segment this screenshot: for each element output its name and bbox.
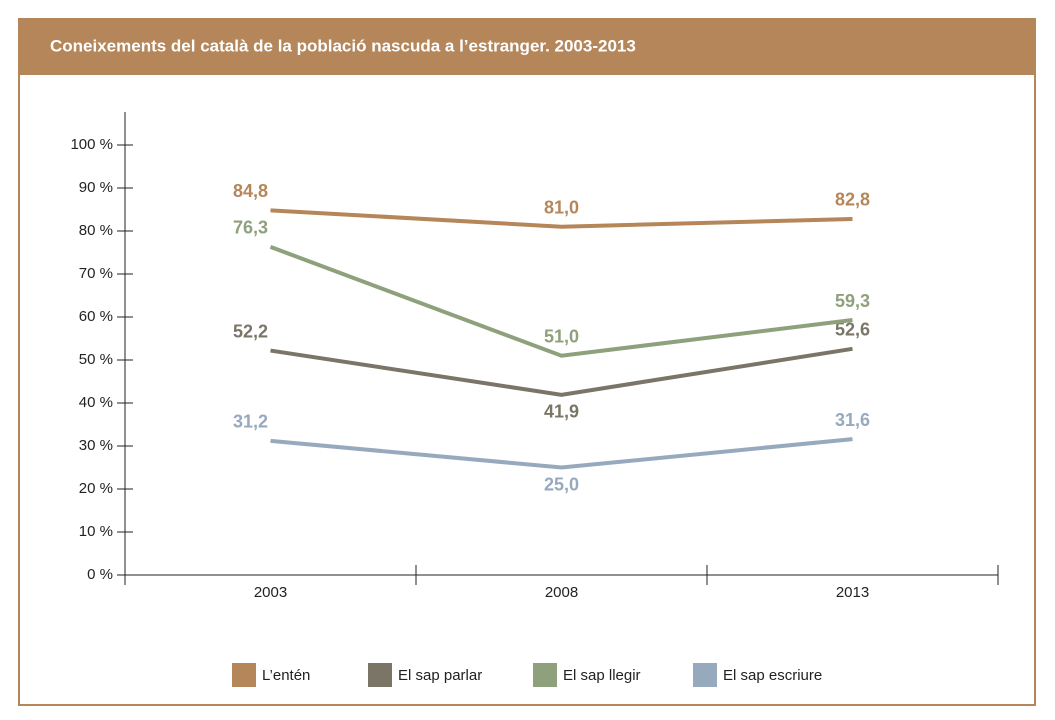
y-tick-label: 90 % [79, 179, 113, 196]
y-tick-label: 50 % [79, 351, 113, 368]
series-line [270, 437, 853, 470]
y-tick-label: 30 % [79, 437, 113, 454]
series-line [270, 346, 853, 397]
legend-swatch [533, 663, 557, 687]
value-label: 59,3 [835, 291, 870, 311]
value-label: 81,0 [544, 197, 579, 217]
legend-label: El sap parlar [398, 667, 482, 684]
value-label: 76,3 [233, 218, 268, 238]
series-line [269, 245, 853, 358]
header [19, 19, 1035, 75]
frame [18, 18, 1036, 706]
series-line [270, 208, 853, 229]
x-tick-label: 2013 [836, 584, 869, 601]
y-tick-label: 60 % [79, 308, 113, 325]
legend-label: L’entén [262, 667, 310, 684]
chart-title: Coneixements del català de la població n… [50, 36, 636, 55]
x-tick-label: 2003 [254, 584, 287, 601]
legend-swatch [368, 663, 392, 687]
legend-swatch [693, 663, 717, 687]
value-label: 52,2 [233, 321, 268, 341]
y-tick-label: 0 % [87, 566, 113, 583]
value-label: 82,8 [835, 190, 870, 210]
y-tick-label: 40 % [79, 394, 113, 411]
legend-swatch [232, 663, 256, 687]
y-tick-label: 10 % [79, 523, 113, 540]
legend-label: El sap llegir [563, 667, 641, 684]
value-label: 84,8 [233, 181, 268, 201]
y-tick-label: 70 % [79, 265, 113, 282]
legend-label: El sap escriure [723, 667, 822, 684]
value-label: 25,0 [544, 474, 579, 494]
x-tick-label: 2008 [545, 584, 578, 601]
y-tick-label: 100 % [70, 136, 113, 153]
value-label: 51,0 [544, 326, 579, 346]
value-label: 52,6 [835, 320, 870, 340]
y-tick-label: 20 % [79, 480, 113, 497]
y-tick-label: 80 % [79, 222, 113, 239]
value-label: 31,6 [835, 410, 870, 430]
value-label: 31,2 [233, 412, 268, 432]
value-label: 41,9 [544, 402, 579, 422]
